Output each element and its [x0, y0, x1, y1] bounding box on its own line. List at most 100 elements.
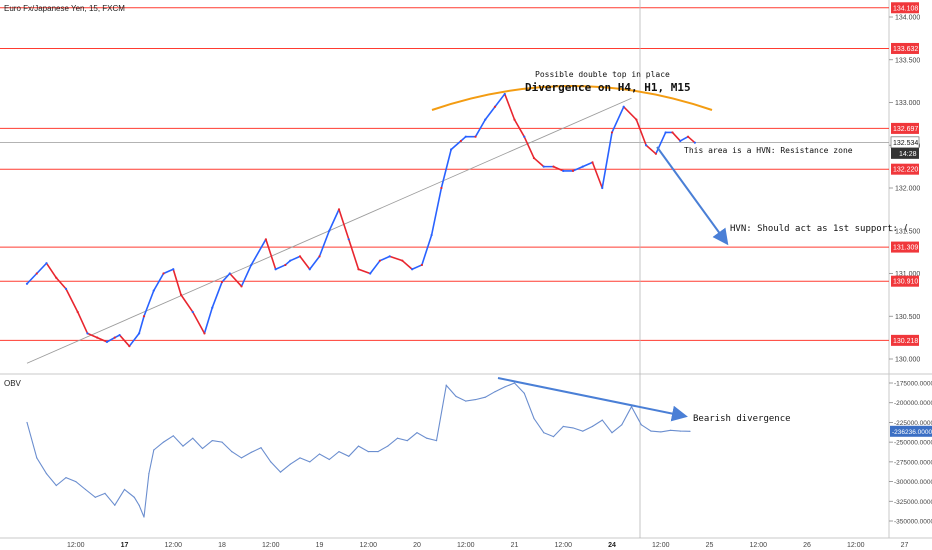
obv-point [387, 445, 389, 447]
price-segment [55, 276, 67, 290]
obv-point [211, 439, 213, 442]
obv-point [630, 406, 633, 408]
price-segment [369, 259, 381, 275]
price-point [220, 280, 224, 284]
price-tick-label: 133.000 [895, 100, 920, 107]
price-point [228, 272, 231, 275]
price-segment [401, 259, 413, 271]
double-top-annotation: Possible double top in place [535, 70, 670, 79]
price-point [308, 268, 311, 271]
price-tick-label: 130.000 [895, 357, 920, 364]
countdown-tag [891, 147, 919, 159]
obv-point [240, 457, 243, 459]
obv-axis[interactable]: -175000.0000 -200000.0000 -225000.0000 -250… [889, 381, 932, 526]
price-point [337, 208, 341, 211]
price-point [64, 287, 68, 290]
obv-point [416, 432, 418, 434]
obv-point [309, 461, 311, 463]
support-annotation: HVN: Should act as 1st support: ( [730, 224, 909, 234]
price-segment [76, 311, 89, 335]
price-point [128, 345, 131, 348]
price-point [96, 336, 99, 339]
level-tag [891, 122, 919, 134]
price-point [635, 118, 638, 121]
obv-point [533, 417, 535, 420]
time-tick-label: 12:00 [359, 542, 377, 549]
level-tag [891, 42, 919, 54]
divergence-annotation: Divergence on H4, H1, M15 [525, 81, 691, 94]
price-point [172, 268, 175, 271]
price-point [274, 268, 277, 271]
price-point [284, 263, 287, 267]
obv-current-label: -236236.0000 [892, 429, 932, 436]
obv-point [94, 496, 96, 498]
time-tick-label: 19 [316, 542, 324, 549]
obv-point [504, 386, 506, 388]
support-arrow [656, 146, 729, 246]
price-segment [221, 272, 231, 283]
price-point [369, 272, 372, 275]
chart-title: Euro Fx/Japanese Yen, 15, FXCM [4, 4, 125, 13]
price-point [378, 259, 382, 262]
price-point [420, 263, 423, 267]
price-series [25, 92, 696, 348]
time-axis[interactable]: 12:00 17 12:00 18 12:00 19 12:00 20 12:00 21 12:00… [67, 542, 909, 549]
time-tick-label: 12:00 [164, 542, 182, 549]
price-segment [203, 306, 214, 335]
obv-tick-label: -325000.0000 [894, 499, 932, 506]
price-segment [86, 332, 98, 339]
price-point [513, 118, 516, 121]
price-point [86, 332, 89, 335]
obv-point [582, 430, 584, 432]
price-point [138, 332, 141, 335]
price-segment [611, 105, 625, 134]
obv-point [133, 496, 135, 498]
level-tag [891, 2, 919, 14]
price-axis[interactable]: 130.000 130.500 131.000 131.500 132.000 132.5… [889, 2, 920, 364]
time-tick-label: 25 [706, 542, 714, 549]
price-segment [645, 144, 657, 155]
time-tick-label: 18 [218, 542, 226, 549]
price-point [654, 152, 657, 155]
obv-tick-label: -250000.0000 [894, 440, 932, 447]
price-segment [96, 336, 108, 343]
price-segment [494, 93, 506, 108]
time-tick-label: 12:00 [554, 542, 572, 549]
time-tick-label: 12:00 [749, 542, 767, 549]
obv-point [182, 445, 184, 447]
price-point [298, 255, 302, 258]
level-tag [891, 334, 919, 346]
obv-point [104, 492, 106, 494]
price-point [503, 92, 506, 96]
time-tick-label: 21 [511, 542, 519, 549]
level-tag-label: 132.220 [893, 167, 918, 174]
price-tick-label: 130.500 [895, 314, 920, 321]
price-segment [265, 238, 277, 271]
price-segment [118, 334, 131, 347]
obv-point [84, 488, 87, 491]
price-segment [450, 140, 462, 151]
price-segment [26, 272, 38, 285]
obv-point [455, 395, 457, 398]
obv-point [513, 382, 516, 384]
resistance-annotation: This area is a HVN: Resistance zone [684, 146, 853, 155]
price-segment [572, 165, 584, 172]
price-point [240, 285, 243, 288]
time-tick-label: 24 [608, 542, 616, 549]
obv-point [148, 473, 150, 475]
price-point [591, 161, 594, 164]
obv-point [572, 427, 574, 429]
obv-point [153, 449, 155, 451]
price-point [645, 144, 648, 147]
price-segment [533, 157, 545, 168]
obv-point [338, 451, 340, 453]
obv-point [123, 488, 126, 491]
obv-point [523, 392, 525, 394]
obv-point [484, 396, 486, 398]
obv-point [406, 439, 408, 442]
price-point [55, 276, 58, 279]
obv-point [114, 504, 116, 506]
price-segment [591, 161, 604, 189]
obv-point [650, 430, 652, 432]
